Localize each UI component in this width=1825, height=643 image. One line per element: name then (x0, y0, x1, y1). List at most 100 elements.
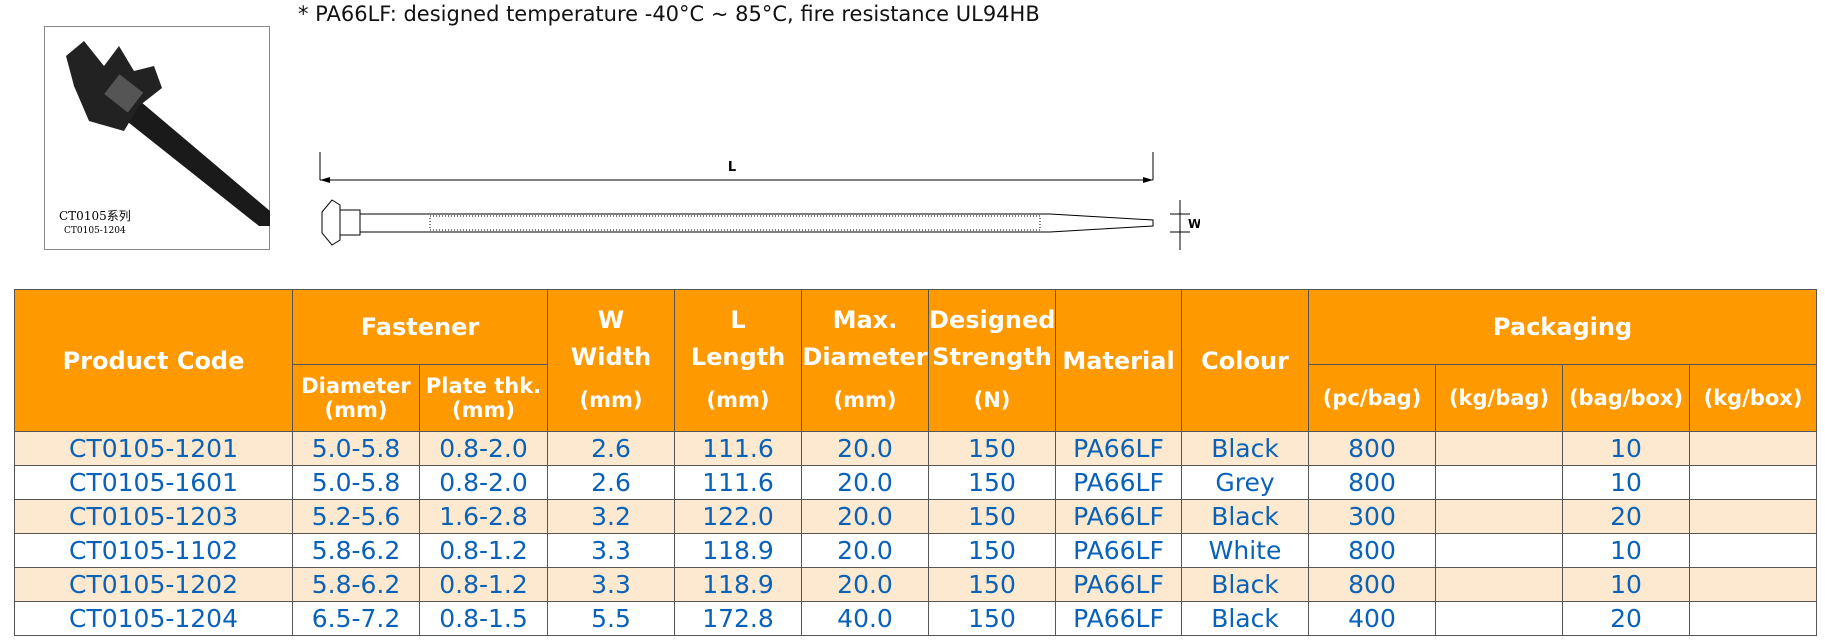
table-cell: 20.0 (801, 431, 930, 466)
tie-lock-drawing (339, 209, 361, 236)
table-cell: White (1181, 533, 1310, 568)
table-cell: 6.5-7.2 (292, 601, 420, 636)
table-row: CT0105-1102 5.8-6.2 0.8-1.2 3.3 118.9 20.0 150… (14, 533, 1818, 568)
table-row: CT0105-1204 6.5-7.2 0.8-1.5 5.5 172.8 40.0 150… (14, 601, 1818, 636)
header-text: Plate thk. (425, 374, 542, 398)
header-cell: (kg/box) (1689, 364, 1818, 432)
table-cell: 5.2-5.6 (292, 499, 420, 534)
table-cell: 800 (1308, 533, 1437, 568)
table-cell: 1.6-2.8 (418, 499, 549, 534)
table-cell: 150 (928, 499, 1057, 534)
table-cell: 5.0-5.8 (292, 431, 420, 466)
table-cell: 800 (1308, 465, 1437, 500)
table-cell: Black (1181, 567, 1310, 602)
table-cell: 40.0 (801, 601, 930, 636)
table-cell: 118.9 (674, 567, 803, 602)
width-label: W (1188, 217, 1200, 231)
header-cell: Material (1055, 289, 1183, 432)
product-photo: CT0105系列 CT0105-1204 (44, 26, 270, 250)
table-cell: CT0105-1202 (14, 567, 293, 602)
header-cell: Colour (1181, 289, 1310, 432)
table-row: CT0105-1202 5.8-6.2 0.8-1.2 3.3 118.9 20.0 150… (14, 567, 1818, 602)
table-cell: CT0105-1201 (14, 431, 293, 466)
header-cell: Packaging (1308, 289, 1818, 365)
table-cell: PA66LF (1055, 465, 1183, 500)
header-text: Diameter (301, 374, 411, 398)
table-cell: CT0105-1203 (14, 499, 293, 534)
header-cell: (kg/bag) (1435, 364, 1564, 432)
header-cell: Fastener (291, 289, 549, 365)
arrow (320, 177, 330, 183)
table-row: CT0105-1203 5.2-5.6 1.6-2.8 3.2 122.0 20.0 150… (14, 499, 1818, 534)
header-text: Strength (932, 342, 1052, 371)
header-text: Length (690, 342, 786, 371)
table-cell: 800 (1308, 567, 1437, 602)
table-cell: 150 (928, 567, 1057, 602)
empty-cell (1689, 431, 1818, 466)
header-text: L (730, 305, 746, 334)
header-cell: Designed Strength (N) (928, 289, 1057, 432)
table-cell: 150 (928, 533, 1057, 568)
table-cell: 0.8-1.2 (418, 567, 549, 602)
table-cell: 20.0 (801, 533, 930, 568)
table-cell: 0.8-2.0 (418, 431, 549, 466)
table-cell: 20 (1562, 601, 1691, 636)
table-cell: 172.8 (674, 601, 803, 636)
empty-cell (1435, 533, 1564, 568)
header-text: (mm) (833, 387, 897, 412)
empty-cell (1689, 465, 1818, 500)
table-cell: 800 (1308, 431, 1437, 466)
tie-head-drawing (321, 199, 341, 246)
table-cell: 122.0 (674, 499, 803, 534)
photo-series-label: CT0105系列 (59, 209, 131, 223)
empty-cell (1689, 601, 1818, 636)
header-text: W (597, 305, 625, 334)
note: * PA66LF: designed temperature -40°C ~ 8… (298, 2, 1040, 26)
table-cell: Black (1181, 601, 1310, 636)
table-cell: CT0105-1601 (14, 465, 293, 500)
table-cell: PA66LF (1055, 533, 1183, 568)
table-cell: 300 (1308, 499, 1437, 534)
empty-cell (1435, 567, 1564, 602)
dimension-drawing: L W (319, 152, 1200, 250)
table-row: CT0105-1601 5.0-5.8 0.8-2.0 2.6 111.6 20.0 150… (14, 465, 1818, 500)
table-cell: 111.6 (674, 465, 803, 500)
table-cell: 10 (1562, 431, 1691, 466)
table-cell: 0.8-2.0 (418, 465, 549, 500)
table-cell: PA66LF (1055, 567, 1183, 602)
header-cell: W Width (mm) (547, 289, 676, 432)
table-cell: 150 (928, 431, 1057, 466)
table-cell: 150 (928, 465, 1057, 500)
header-text: Designed (929, 305, 1056, 334)
header-text: (mm) (452, 398, 515, 422)
header-cell: Product Code (14, 289, 293, 432)
table-body: CT0105-1201 5.0-5.8 0.8-2.0 2.6 111.6 20.0 150… (14, 431, 1818, 636)
table-cell: 10 (1562, 567, 1691, 602)
tie-strap (114, 96, 270, 226)
header-text: (mm) (324, 398, 388, 422)
empty-cell (1689, 499, 1818, 534)
table-cell: 10 (1562, 465, 1691, 500)
table-cell: 5.0-5.8 (292, 465, 420, 500)
header-text: (N) (973, 387, 1011, 412)
tie-strap-drawing (359, 213, 1154, 233)
header-cell: Plate thk. (mm) (418, 364, 549, 432)
table-cell: 400 (1308, 601, 1437, 636)
header-cell: Diameter (mm) (292, 364, 420, 432)
spec-table: Product Code Fastener W Width (mm) L Length… (14, 289, 1818, 636)
table-cell: 111.6 (674, 431, 803, 466)
tie-lock (104, 74, 144, 113)
table-cell: 5.8-6.2 (292, 567, 420, 602)
header-text: Max. (832, 305, 898, 334)
table-cell: 3.3 (547, 567, 676, 602)
table-cell: 2.6 (547, 465, 676, 500)
table-cell: PA66LF (1055, 601, 1183, 636)
empty-cell (1689, 567, 1818, 602)
table-cell: 20.0 (801, 567, 930, 602)
empty-cell (1435, 431, 1564, 466)
table-cell: 3.2 (547, 499, 676, 534)
table-cell: 3.3 (547, 533, 676, 568)
table-cell: Grey (1181, 465, 1310, 500)
table-cell: 5.8-6.2 (292, 533, 420, 568)
